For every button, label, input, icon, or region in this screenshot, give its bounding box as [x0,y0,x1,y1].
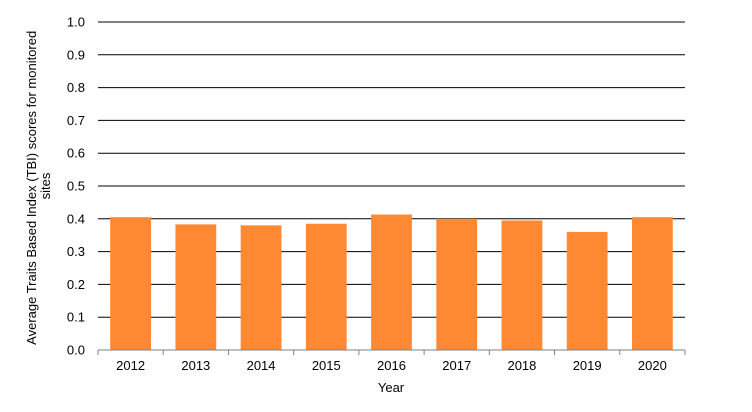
x-tick-label: 2013 [181,358,210,373]
bar-2018 [501,220,543,350]
y-tick-label: 0.7 [67,113,85,128]
y-tick-label: 0.4 [67,211,85,226]
y-tick-labels: 0.0 0.1 0.2 0.3 0.4 0.5 0.6 0.7 0.8 0.9 1.0 [67,15,85,358]
bar-2012 [110,217,151,350]
bar-2015 [305,223,347,350]
x-tick-label: 2019 [573,358,602,373]
x-tick-label: 2017 [442,358,471,373]
x-tick-labels: 2012 2013 2014 2015 2016 2017 2018 2019 2020 [116,358,667,373]
y-tick-label: 0.9 [67,47,85,62]
y-tick-label: 0.2 [67,277,85,292]
axes [97,349,686,355]
bar-2013 [175,224,217,350]
x-tick-label: 2014 [247,358,276,373]
y-tick-label: 0.8 [67,80,85,95]
y-tick-label: 0.3 [67,244,85,259]
bar-2014 [240,225,282,350]
y-tick-label: 0.1 [67,310,85,325]
x-axis-title: Year [378,380,405,395]
bar-2017 [436,218,478,350]
y-axis-title-line-2: sites [38,172,53,199]
x-tick-label: 2016 [377,358,406,373]
bars [110,214,673,350]
bar-2016 [371,214,412,350]
x-tick-label: 2012 [116,358,145,373]
x-tick-label: 2018 [507,358,536,373]
y-tick-label: 0.0 [67,343,85,358]
y-axis-title-line-1: Average Traits Based Index (TBI) scores … [24,31,39,345]
y-tick-label: 1.0 [67,15,85,30]
y-axis-title: Average Traits Based Index (TBI) scores … [24,27,53,345]
y-tick-label: 0.6 [67,146,85,161]
x-tick-label: 2020 [638,358,667,373]
x-tick-label: 2015 [312,358,341,373]
bar-2020 [632,217,673,350]
y-tick-label: 0.5 [67,179,85,194]
bar-2019 [566,231,608,350]
